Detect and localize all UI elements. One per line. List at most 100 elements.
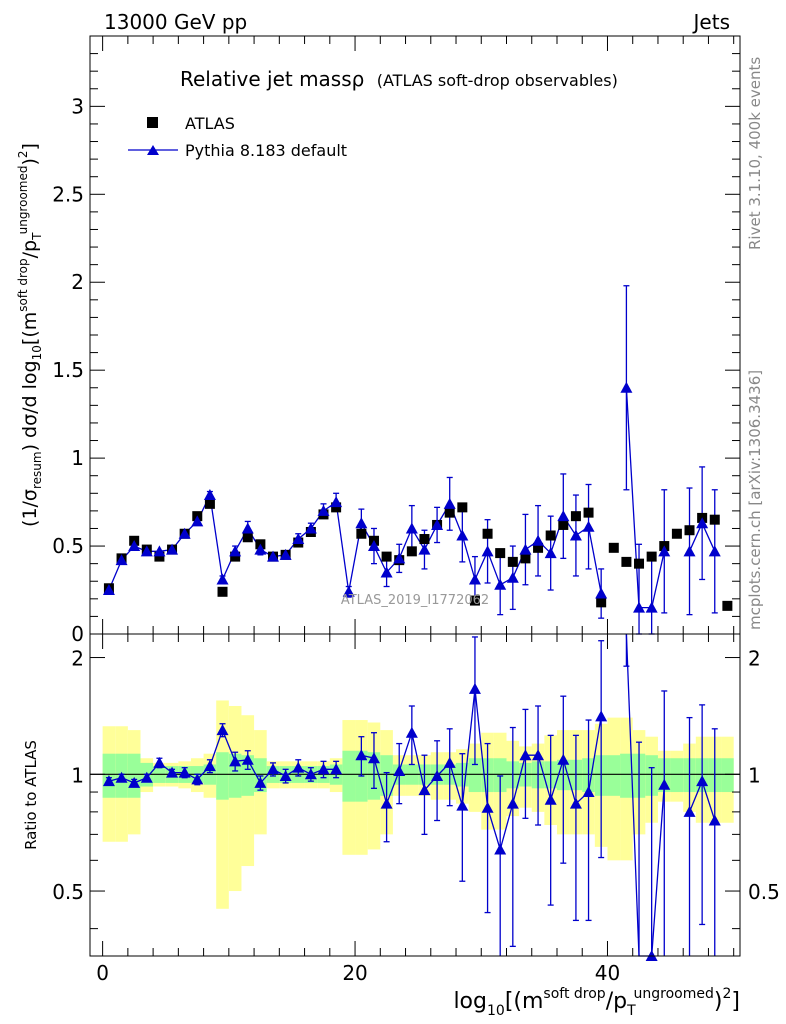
ratio-point-pythia (468, 682, 481, 694)
ratio-point-pythia (569, 797, 582, 809)
ratio-point-pythia (203, 760, 216, 772)
ratio-point-pythia (229, 755, 242, 767)
ratio-point-pythia (494, 843, 507, 855)
ratio-point-pythia (153, 756, 166, 768)
ratio-point-pythia (708, 814, 721, 826)
data-point-atlas (634, 558, 645, 569)
data-point-atlas (482, 528, 493, 539)
ratio-point-pythia (254, 776, 267, 788)
mcplots-label: mcplots.cern.ch [arXiv:1306.3436] (746, 370, 764, 630)
ratio-point-pythia (481, 801, 494, 813)
data-point-atlas (671, 528, 682, 539)
legend-marker-atlas (147, 117, 158, 128)
y-tick-label: 2 (71, 270, 84, 294)
mc-point-pythia (267, 550, 280, 562)
uncertainty-band-inner (721, 758, 734, 793)
data-point-atlas (684, 525, 695, 536)
ratio-point-pythia (216, 724, 229, 736)
ratio-point-pythia (557, 753, 570, 765)
mc-point-pythia (393, 552, 406, 564)
data-point-atlas (583, 507, 594, 518)
ratio-point-pythia (330, 763, 343, 775)
process-label: Jets (692, 10, 730, 34)
mc-point-pythia (494, 578, 507, 590)
ratio-point-pythia (367, 752, 380, 764)
ratio-point-pythia (519, 749, 532, 761)
ratio-point-pythia (443, 756, 456, 768)
data-point-atlas (533, 542, 544, 553)
y-tick-label: 0.5 (52, 534, 84, 558)
mc-point-pythia (166, 543, 179, 555)
mc-point-pythia (633, 601, 646, 613)
data-point-atlas (507, 556, 518, 567)
main-y-axis-label: (1/σresum) dσ/d log10[(msoft drop/pTungr… (16, 143, 44, 527)
legend-marker-pythia (147, 145, 159, 155)
data-point-atlas (570, 511, 581, 522)
mc-point-pythia (254, 543, 267, 555)
ratio-point-pythia (418, 784, 431, 796)
data-point-atlas (444, 507, 455, 518)
ratio-point-pythia (658, 778, 671, 790)
mc-point-pythia (569, 529, 582, 541)
mc-point-pythia (317, 504, 330, 516)
mc-point-pythia (153, 545, 166, 557)
ratio-plot-marks (90, 633, 740, 961)
ratio-point-pythia (456, 799, 469, 811)
data-point-atlas (381, 551, 392, 562)
ratio-point-pythia (405, 726, 418, 738)
main-plot-marks (102, 285, 733, 635)
x-tick-label: 0 (96, 961, 109, 985)
mc-point-pythia (102, 584, 115, 596)
mc-point-pythia (683, 545, 696, 557)
data-point-atlas (495, 548, 506, 559)
mc-point-pythia (481, 545, 494, 557)
data-point-atlas (217, 586, 228, 597)
uncertainty-band-inner (127, 753, 141, 798)
mc-point-pythia (405, 522, 418, 534)
mc-point-pythia (658, 545, 671, 557)
ratio-point-pythia (304, 768, 317, 780)
uncertainty-band-inner (468, 758, 482, 793)
legend: ATLAS Pythia 8.183 default (128, 114, 347, 160)
mc-point-pythia (506, 571, 519, 583)
mc-point-pythia (367, 540, 380, 552)
ratio-y-tick-label: 1 (71, 763, 84, 787)
ratio-point-pythia (544, 793, 557, 805)
data-point-atlas (722, 600, 733, 611)
data-point-atlas (419, 534, 430, 545)
ratio-point-pythia (102, 775, 115, 787)
ratio-point-pythia (506, 797, 519, 809)
data-point-atlas (608, 542, 619, 553)
x-tick-label: 40 (595, 961, 620, 985)
y-tick-label: 3 (71, 94, 84, 118)
ratio-y-tick-label-right: 1 (748, 763, 761, 787)
y-tick-label: 2.5 (52, 182, 84, 206)
data-point-atlas (520, 553, 531, 564)
mc-point-pythia (595, 587, 608, 599)
ratio-y-tick-label-right: 2 (748, 647, 761, 671)
ratio-point-pythia (317, 763, 330, 775)
x-axis-label: log10[(msoft drop/pTungroomed)2] (453, 986, 740, 1019)
ratio-point-pythia (166, 766, 179, 778)
mc-point-pythia (456, 529, 469, 541)
ratio-point-pythia (696, 775, 709, 787)
uncertainty-band-inner (620, 753, 633, 798)
uncertainty-band-inner (670, 758, 684, 793)
data-point-atlas (469, 595, 480, 606)
mc-point-pythia (203, 489, 216, 501)
mc-point-pythia (557, 510, 570, 522)
data-point-atlas (204, 498, 215, 509)
data-point-atlas (356, 528, 367, 539)
mc-point-pythia (292, 533, 305, 545)
mc-point-pythia (115, 554, 128, 566)
mc-point-pythia (279, 548, 292, 560)
data-point-atlas (457, 502, 468, 513)
ratio-y-tick-label: 2 (71, 647, 84, 671)
data-point-atlas (242, 532, 253, 543)
ratio-point-pythia (241, 753, 254, 765)
mc-point-pythia (645, 601, 658, 613)
mc-point-pythia (431, 518, 444, 530)
uncertainty-band-inner (342, 750, 356, 802)
analysis-watermark: ATLAS_2019_I1772062 (341, 593, 489, 608)
